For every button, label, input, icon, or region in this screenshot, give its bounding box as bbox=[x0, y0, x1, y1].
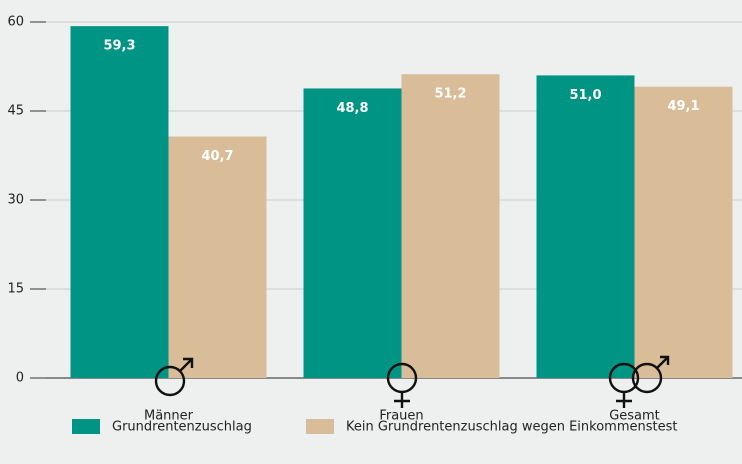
bar bbox=[401, 74, 500, 379]
legend-label: Grundrentenzuschlag bbox=[112, 420, 252, 435]
gender-symbols bbox=[154, 355, 670, 408]
value-label: 48,8 bbox=[336, 101, 368, 116]
legend-swatch bbox=[72, 419, 100, 434]
male-symbol bbox=[154, 357, 194, 397]
x-tick-label: Gesamt bbox=[609, 409, 660, 424]
legend-label: Kein Grundrentenzuschlag wegen Einkommen… bbox=[346, 420, 677, 435]
value-label: 51,2 bbox=[434, 87, 466, 102]
y-tick-label: 45 bbox=[7, 104, 24, 119]
value-label: 40,7 bbox=[201, 149, 233, 164]
y-tick-label: 30 bbox=[7, 193, 24, 208]
y-tick-label: 0 bbox=[16, 371, 24, 386]
bar bbox=[303, 88, 402, 378]
x-tick-label: Frauen bbox=[379, 409, 423, 424]
bar bbox=[536, 75, 635, 379]
x-tick-label: Männer bbox=[144, 409, 194, 424]
value-label: 51,0 bbox=[569, 88, 601, 103]
value-label: 59,3 bbox=[103, 39, 135, 54]
value-label: 49,1 bbox=[667, 99, 699, 114]
y-tick-label: 15 bbox=[7, 282, 24, 297]
combined-symbol bbox=[608, 355, 670, 408]
y-tick-label: 60 bbox=[7, 15, 24, 30]
bar bbox=[634, 86, 733, 378]
bar bbox=[168, 136, 267, 378]
bar bbox=[70, 26, 169, 379]
female-symbol bbox=[386, 362, 418, 408]
legend-swatch bbox=[306, 419, 334, 434]
plot: 0 15 30 45 60 59,3 40,7 48,8 51,2 51,0 49,1 bbox=[7, 15, 742, 386]
